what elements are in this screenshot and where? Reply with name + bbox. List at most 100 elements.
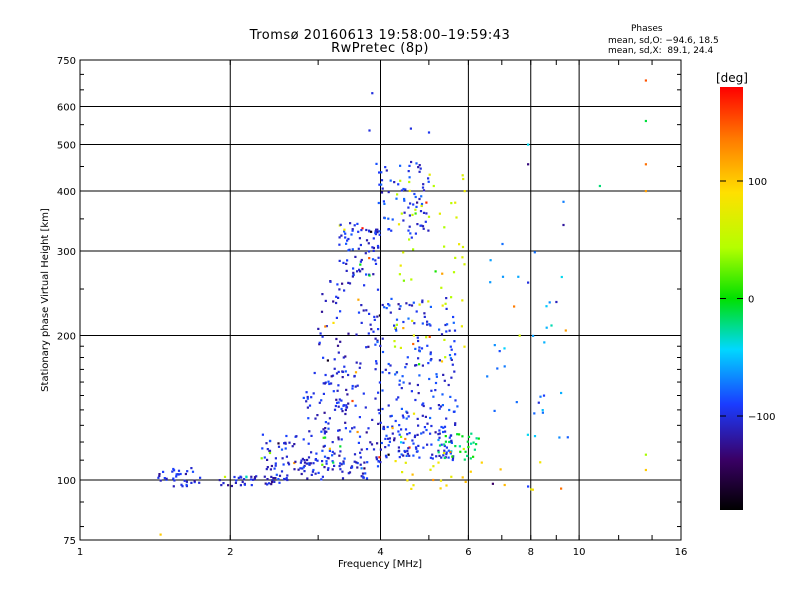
data-point [405,302,408,305]
data-point [395,323,398,326]
data-point [395,318,399,321]
data-point [527,143,530,146]
data-point [322,382,325,385]
data-point [397,396,400,399]
data-point [417,424,420,427]
data-point [239,484,242,487]
data-point [335,301,338,305]
data-point [406,356,409,359]
data-point [443,425,447,428]
data-point [172,477,175,480]
data-point [278,481,281,484]
data-point [417,392,420,395]
data-point [313,371,316,375]
data-point [418,164,421,167]
data-point [407,415,410,418]
data-point [337,429,340,432]
data-point [343,230,346,233]
data-point [541,411,544,414]
data-point [435,375,438,378]
data-point [363,461,366,464]
data-point [243,478,246,481]
data-point [370,328,373,331]
data-point [359,243,362,247]
data-point [342,404,345,407]
data-point [560,275,563,279]
data-point [220,484,223,487]
data-point [493,409,496,412]
data-point [420,204,423,208]
data-point [408,238,411,241]
data-point [501,242,504,246]
data-point [377,408,380,411]
data-point [517,275,520,278]
data-point [389,311,392,314]
data-point [344,355,347,358]
data-point [351,229,354,232]
data-point [421,299,424,302]
data-point [515,401,518,404]
data-point [377,422,380,425]
data-point [320,430,323,433]
data-point [385,169,388,172]
data-point [399,164,402,167]
data-point [180,483,183,486]
data-point [303,461,307,464]
data-point [459,450,462,453]
data-point [397,430,400,433]
data-point [438,328,441,331]
data-point [345,388,348,391]
data-point [442,430,445,434]
data-point [414,364,417,367]
data-point [393,439,396,442]
data-point [462,447,465,451]
data-point [380,441,383,445]
data-point [177,469,181,472]
data-point [480,461,483,464]
data-point [338,236,341,239]
data-point [533,412,536,415]
data-point [307,462,310,465]
data-point [365,239,369,242]
data-point [370,443,374,446]
data-point [285,477,288,480]
data-point [375,360,378,363]
data-point [310,473,313,476]
data-point [397,183,400,186]
data-point [389,179,392,182]
data-point [198,481,201,484]
data-point [438,407,441,410]
data-point [330,382,333,385]
data-point [437,449,440,452]
data-point [541,409,544,412]
y-axis-ticks: 75 100 200 300 400 500 600 750 [57,56,681,547]
data-point [368,229,371,232]
data-point [263,475,266,478]
data-point [307,456,311,459]
colorbar-tick-label: −100 [748,412,775,423]
data-point [387,362,390,366]
data-point [420,224,423,227]
data-point [362,476,365,479]
data-point [530,488,533,491]
data-point [475,443,478,446]
data-point [435,455,438,458]
data-point [380,171,383,174]
data-point [441,304,444,307]
data-point [417,444,420,447]
data-point [157,476,160,479]
data-point [158,474,161,477]
data-point [391,427,394,430]
data-point [358,435,362,438]
data-point [287,463,291,466]
data-point [598,184,601,188]
data-point [306,477,309,480]
data-point [375,458,378,461]
data-point [425,336,428,339]
data-point [172,467,175,471]
data-point [266,448,269,451]
data-point [323,444,326,447]
data-point [369,441,372,444]
data-point [418,170,421,173]
data-point [393,437,396,440]
